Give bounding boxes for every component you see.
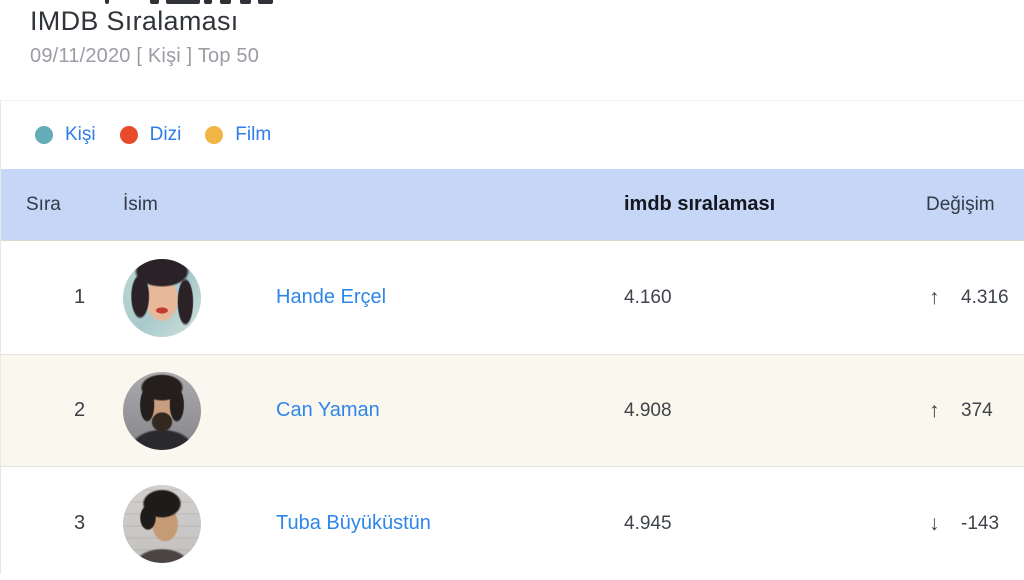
down-arrow-icon: ↓ (929, 512, 947, 536)
rank-cell: 1 (1, 286, 123, 309)
legend-dot-dizi (120, 126, 138, 144)
change-cell: ↑ 4.316 (906, 286, 1024, 310)
page-subtitle: 09/11/2020 [ Kişi ] Top 50 (30, 45, 1024, 68)
table-row: 2 Can Yaman 4.908 ↑ 374 (1, 354, 1024, 467)
clipped-text-fragment (0, 0, 300, 5)
table-body: 1 Hande Erçel 4.160 ↑ 4.316 2 Can Yaman … (1, 241, 1024, 580)
column-header-rank: Sıra (1, 194, 123, 216)
page-header: IMDB Sıralaması 09/11/2020 [ Kişi ] Top … (0, 0, 1024, 68)
change-value: -143 (961, 513, 999, 535)
legend-item-dizi[interactable]: Dizi (120, 124, 182, 146)
change-cell: ↑ 374 (906, 399, 1024, 423)
table-row: 1 Hande Erçel 4.160 ↑ 4.316 (1, 241, 1024, 354)
legend-dot-film (205, 126, 223, 144)
table-row: 3 Tuba Büyüküstün 4.945 ↓ -143 (1, 467, 1024, 580)
up-arrow-icon: ↑ (929, 286, 947, 310)
change-value: 374 (961, 400, 993, 422)
person-avatar[interactable] (123, 485, 201, 563)
ranking-card: Kişi Dizi Film Sıra İsim imdb sıralaması D… (0, 100, 1024, 574)
column-header-score: imdb sıralaması (611, 193, 906, 216)
legend-item-film[interactable]: Film (205, 124, 271, 146)
column-header-change: Değişim (906, 194, 1024, 216)
legend-label: Film (235, 124, 271, 146)
score-cell: 4.908 (611, 400, 906, 422)
legend-label: Kişi (65, 124, 96, 146)
score-cell: 4.160 (611, 287, 906, 309)
legend-item-kisi[interactable]: Kişi (35, 124, 96, 146)
person-avatar[interactable] (123, 259, 201, 337)
person-avatar[interactable] (123, 372, 201, 450)
legend-dot-kisi (35, 126, 53, 144)
rank-cell: 3 (1, 512, 123, 535)
person-name-link[interactable]: Can Yaman (276, 399, 380, 421)
column-header-name: İsim (123, 194, 611, 216)
category-legend: Kişi Dizi Film (1, 101, 1024, 169)
table-header-row: Sıra İsim imdb sıralaması Değişim (1, 169, 1024, 241)
up-arrow-icon: ↑ (929, 399, 947, 423)
rank-cell: 2 (1, 399, 123, 422)
person-name-link[interactable]: Tuba Büyüküstün (276, 512, 431, 534)
change-value: 4.316 (961, 287, 1009, 309)
legend-label: Dizi (150, 124, 182, 146)
change-cell: ↓ -143 (906, 512, 1024, 536)
score-cell: 4.945 (611, 513, 906, 535)
person-name-link[interactable]: Hande Erçel (276, 286, 386, 308)
page-title: IMDB Sıralaması (30, 6, 1024, 37)
